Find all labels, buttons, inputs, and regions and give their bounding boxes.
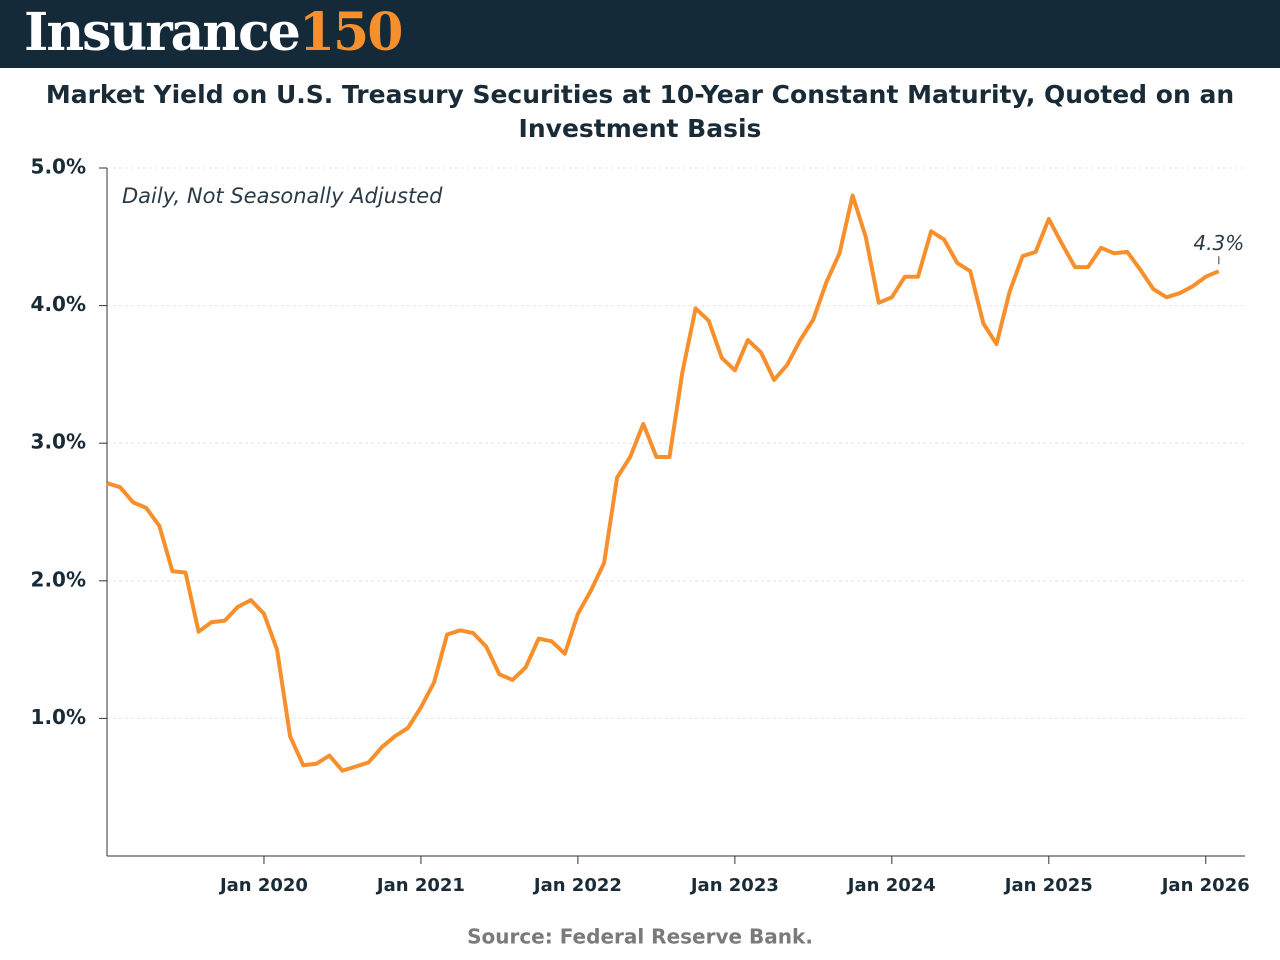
y-tick-label: 3.0% — [31, 430, 86, 454]
x-tick-label: Jan 2021 — [375, 875, 465, 896]
annotation: 4.3% — [1193, 231, 1244, 255]
x-tick-label: Jan 2020 — [218, 875, 308, 896]
source-note: Source: Federal Reserve Bank. — [467, 925, 813, 949]
x-tick-label: Jan 2023 — [689, 875, 779, 896]
brand-text: Insurance — [24, 2, 301, 63]
brand-logo: Insurance150 — [24, 2, 404, 63]
data-line — [106, 193, 1220, 773]
y-tick-label: 4.0% — [31, 292, 86, 316]
y-tick-label: 5.0% — [31, 155, 86, 179]
x-tick-label: Jan 2026 — [1160, 875, 1250, 896]
x-tick-label: Jan 2022 — [532, 875, 622, 896]
banner: Insurance150 — [0, 0, 1280, 68]
brand-number: 150 — [298, 2, 404, 63]
chart-title: Market Yield on U.S. Treasury Securities… — [45, 80, 1235, 143]
y-tick-label: 2.0% — [31, 567, 86, 591]
y-tick-label: 1.0% — [31, 705, 86, 729]
x-tick-label: Jan 2025 — [1003, 875, 1093, 896]
x-tick-label: Jan 2024 — [846, 875, 936, 896]
chart-subtitle: Daily, Not Seasonally Adjusted — [122, 184, 443, 208]
